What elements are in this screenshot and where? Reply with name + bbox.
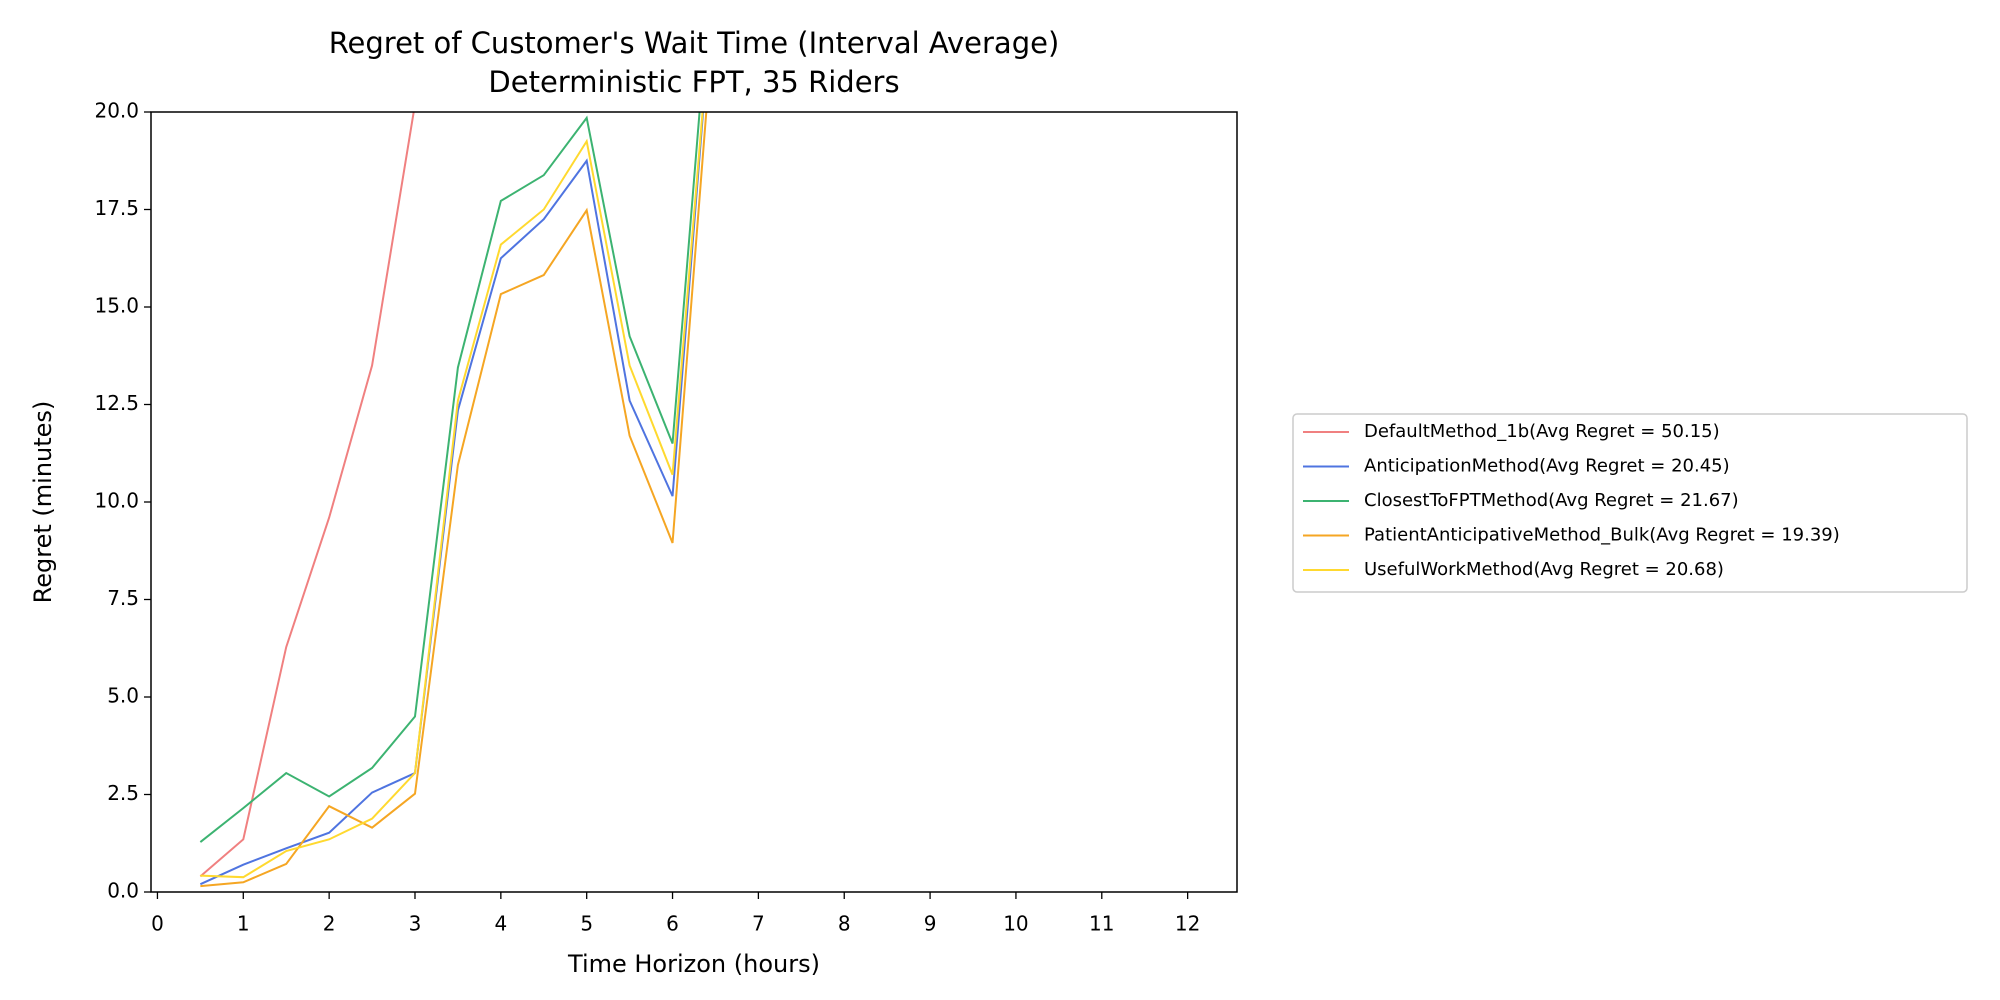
x-tick-label: 1 bbox=[237, 912, 250, 936]
x-tick-label: 7 bbox=[752, 912, 765, 936]
x-axis-label: Time Horizon (hours) bbox=[567, 950, 820, 978]
x-tick-label: 12 bbox=[1175, 912, 1200, 936]
y-tick-label: 7.5 bbox=[107, 586, 139, 610]
x-tick-label: 5 bbox=[580, 912, 593, 936]
legend-label: DefaultMethod_1b(Avg Regret = 50.15) bbox=[1364, 421, 1720, 442]
legend-box bbox=[1292, 413, 1968, 593]
series-line bbox=[199, 112, 701, 843]
y-tick-label: 20.0 bbox=[94, 99, 139, 123]
x-tick-label: 2 bbox=[323, 912, 336, 936]
legend-label: PatientAnticipativeMethod_Bulk(Avg Regre… bbox=[1364, 525, 1840, 546]
y-tick-label: 15.0 bbox=[94, 294, 139, 318]
x-tick-label: 0 bbox=[151, 912, 164, 936]
y-tick-label: 12.5 bbox=[94, 391, 139, 415]
series-line bbox=[199, 112, 415, 878]
series-line bbox=[199, 112, 705, 886]
y-tick-label: 17.5 bbox=[94, 196, 139, 220]
y-axis-label: Regret (minutes) bbox=[29, 401, 57, 604]
series-line bbox=[200, 112, 708, 888]
legend-label: AnticipationMethod(Avg Regret = 20.45) bbox=[1364, 456, 1730, 477]
x-tick-label: 11 bbox=[1089, 912, 1114, 936]
x-tick-label: 10 bbox=[1003, 912, 1028, 936]
legend-label: UsefulWorkMethod(Avg Regret = 20.68) bbox=[1364, 559, 1724, 580]
legend-label: ClosestToFPTMethod(Avg Regret = 21.67) bbox=[1364, 490, 1739, 511]
x-tick-label: 8 bbox=[838, 912, 851, 936]
x-tick-label: 4 bbox=[494, 912, 507, 936]
chart-title: Regret of Customer's Wait Time (Interval… bbox=[329, 26, 1060, 60]
x-tick-label: 9 bbox=[924, 912, 937, 936]
y-tick-label: 5.0 bbox=[107, 684, 139, 708]
chart-subtitle: Deterministic FPT, 35 Riders bbox=[488, 65, 899, 99]
plot-frame bbox=[150, 111, 1238, 893]
x-tick-label: 3 bbox=[409, 912, 422, 936]
series-line bbox=[200, 112, 704, 879]
y-tick-label: 10.0 bbox=[94, 489, 139, 513]
y-tick-label: 2.5 bbox=[107, 781, 139, 805]
x-tick-label: 6 bbox=[666, 912, 679, 936]
y-tick-label: 0.0 bbox=[107, 879, 139, 903]
